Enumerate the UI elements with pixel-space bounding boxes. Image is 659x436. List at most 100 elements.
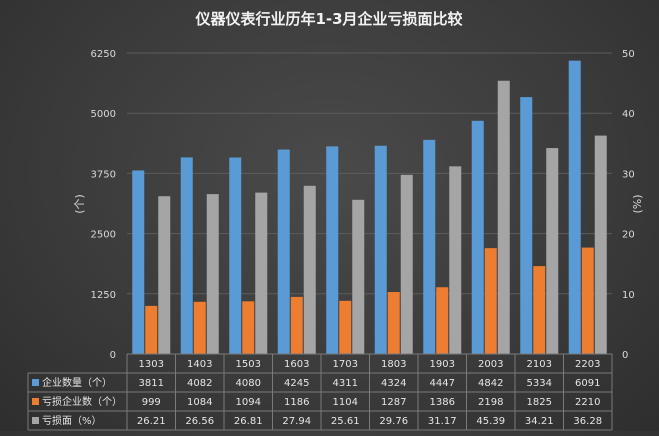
x-category-label: 1803 (381, 359, 406, 370)
bar-count (423, 139, 436, 354)
bar-group (374, 145, 387, 354)
data-label: 1287 (381, 397, 406, 408)
bar-group (520, 97, 533, 354)
bar-group (387, 292, 400, 354)
bar-loss-count (533, 266, 546, 354)
bar-count (568, 60, 581, 354)
data-label: 2210 (575, 397, 600, 408)
y-axis-left-label: (个) (73, 194, 86, 214)
x-category-label: 1603 (284, 359, 309, 370)
data-label: 45.39 (476, 416, 505, 427)
y-right-tick-label: 40 (622, 109, 635, 120)
bar-group (594, 135, 607, 354)
bar-count (326, 146, 339, 354)
data-label: 4082 (187, 378, 212, 389)
chart-title: 仪器仪表行业历年1-3月企业亏损面比较 (194, 10, 462, 28)
y-right-tick-label: 20 (622, 230, 635, 241)
bar-group (339, 300, 352, 354)
data-label: 1094 (236, 397, 261, 408)
bar-group (290, 296, 303, 354)
data-label: 1186 (284, 397, 309, 408)
legend-swatch (32, 379, 39, 386)
axis-ticks: 0 0 1250 10 2500 20 3750 30 5000 40 6250 50 (91, 49, 635, 361)
y-right-tick-label: 30 (622, 169, 635, 180)
bar-group (145, 305, 158, 354)
legend-label: 企业数量（个） (42, 376, 112, 389)
bar-loss-rate (158, 196, 171, 354)
data-label: 1825 (527, 397, 552, 408)
data-label: 999 (142, 397, 161, 408)
bar-loss-count (581, 247, 594, 354)
bar-group (352, 199, 365, 354)
x-category-label: 2203 (575, 359, 600, 370)
legend-swatch (32, 398, 39, 405)
bar-loss-count (387, 292, 400, 354)
data-label: 4324 (381, 378, 406, 389)
bar-loss-count (193, 301, 206, 354)
bar-loss-rate (303, 185, 316, 354)
bar-loss-count (145, 305, 158, 354)
data-label: 5334 (527, 378, 552, 389)
data-label: 1104 (333, 397, 358, 408)
x-category-label: 1303 (139, 359, 164, 370)
bar-group (533, 266, 546, 354)
data-label: 4245 (284, 378, 309, 389)
y-left-tick-label: 1250 (91, 290, 116, 301)
data-label: 27.94 (282, 416, 311, 427)
x-category-label: 1403 (187, 359, 212, 370)
legend-swatch (32, 417, 39, 424)
bar-loss-count (484, 248, 497, 354)
data-label: 4447 (430, 378, 455, 389)
bar-loss-rate (449, 166, 462, 354)
bar-group (471, 120, 484, 354)
bar-loss-rate (497, 80, 510, 354)
bar-count (277, 149, 290, 354)
data-label: 29.76 (379, 416, 408, 427)
data-label: 36.28 (573, 416, 602, 427)
data-label: 4311 (333, 378, 358, 389)
bar-count (132, 170, 145, 354)
bar-group (449, 166, 462, 354)
bar-group (158, 196, 171, 354)
x-category-label: 2003 (478, 359, 503, 370)
bar-group (206, 194, 219, 354)
data-label: 34.21 (525, 416, 554, 427)
bar-group (484, 248, 497, 354)
y-right-tick-label: 0 (622, 350, 628, 361)
y-right-tick-label: 10 (622, 290, 635, 301)
x-category-label: 1503 (236, 359, 261, 370)
data-label: 1386 (430, 397, 455, 408)
x-category-label: 1703 (333, 359, 358, 370)
data-label: 31.17 (428, 416, 457, 427)
y-left-tick-label: 5000 (91, 109, 116, 120)
data-label: 25.61 (331, 416, 360, 427)
y-left-tick-label: 6250 (91, 49, 116, 60)
bar-group (581, 247, 594, 354)
bar-group (229, 157, 242, 354)
bar-group (326, 146, 339, 354)
y-left-tick-label: 3750 (91, 169, 116, 180)
bar-loss-count (339, 300, 352, 354)
y-axis-right-label: (%) (631, 194, 644, 213)
data-label: 26.56 (185, 416, 214, 427)
bar-group (303, 185, 316, 354)
x-category-label: 1903 (430, 359, 455, 370)
bar-loss-count (290, 296, 303, 354)
bar-group (497, 80, 510, 354)
legend-label: 亏损企业数（个） (42, 395, 122, 408)
legend-label: 亏损面（%） (42, 414, 102, 427)
data-label: 26.81 (234, 416, 263, 427)
x-category-label: 2103 (527, 359, 552, 370)
y-right-tick-label: 50 (622, 49, 635, 60)
bar-count (374, 145, 387, 354)
bar-loss-count (242, 301, 255, 354)
bar-group (255, 192, 268, 354)
bar-group (568, 60, 581, 354)
bar-group (436, 287, 449, 354)
bar-loss-rate (206, 194, 219, 354)
bar-count (520, 97, 533, 354)
data-label: 6091 (575, 378, 600, 389)
bar-group (242, 301, 255, 354)
